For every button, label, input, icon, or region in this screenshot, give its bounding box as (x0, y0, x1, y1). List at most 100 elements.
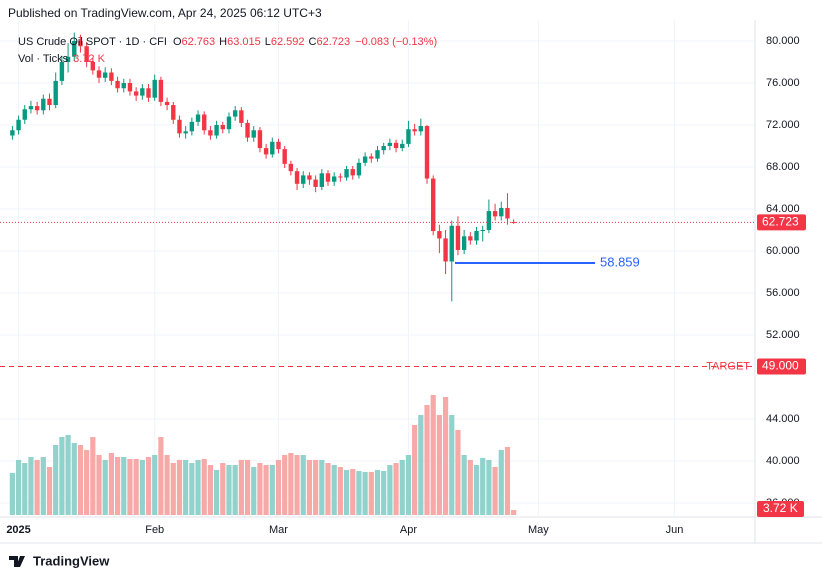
candle-body (226, 116, 232, 130)
candle-body (499, 207, 504, 217)
volume-bar (300, 455, 306, 515)
volume-bar (77, 445, 84, 515)
volume-bar (213, 469, 220, 515)
candle-body (424, 126, 430, 179)
candle-body (406, 129, 411, 144)
y-tick-label: 40.000 (766, 455, 800, 467)
volume-bar (207, 465, 214, 515)
volume-bar (356, 471, 362, 515)
volume-bar (430, 395, 436, 515)
candle-body (418, 126, 424, 132)
volume-bar (306, 459, 313, 515)
volume-bar (139, 459, 145, 515)
volume-bar (498, 449, 504, 515)
x-tick-label: May (528, 524, 549, 536)
volume-bar (331, 465, 337, 515)
x-tick-label: Apr (400, 524, 417, 536)
candle-body (103, 72, 108, 78)
candle-body (133, 91, 139, 96)
candle-body (350, 169, 355, 176)
volume-bar (15, 459, 22, 515)
candle-body (492, 211, 498, 217)
volume-bar (442, 397, 449, 515)
candle-body (282, 149, 287, 164)
target-label: 49.000 (762, 359, 799, 373)
candle-body (400, 143, 405, 149)
candle-body (387, 142, 393, 146)
volume-bar (189, 463, 195, 515)
volume-bar (164, 455, 170, 515)
ohlc-value: 62.592 (271, 36, 305, 48)
volume-bar (46, 467, 53, 515)
volume-bar (362, 471, 368, 515)
ohlc-value: 63.015 (227, 36, 261, 48)
candle-body (480, 230, 485, 232)
volume-bar (183, 459, 189, 515)
volume-bar (486, 459, 492, 515)
candle-body (140, 88, 145, 96)
volume-bar (343, 469, 350, 515)
volume-tag-label: 3.72 K (763, 501, 798, 515)
candle-body (195, 114, 201, 122)
candle-body (338, 176, 343, 178)
volume-bar (257, 463, 263, 515)
x-tick-label: Jun (666, 524, 684, 536)
candle-body (152, 79, 157, 98)
volume-bar (244, 459, 251, 515)
volume-bar (337, 467, 343, 515)
candle-body (121, 83, 126, 89)
candle-body (41, 98, 46, 111)
last-price-label: 62.723 (762, 215, 799, 229)
volume-bar (374, 469, 381, 515)
y-tick-label: 64.000 (766, 203, 800, 215)
volume-bar (319, 459, 325, 515)
x-tick-label: Mar (269, 524, 288, 536)
volume-bar (368, 471, 374, 515)
candle-body (449, 225, 454, 262)
volume-bar (504, 447, 511, 515)
volume-bar (313, 459, 319, 515)
candle-body (59, 62, 65, 81)
candle-body (239, 110, 244, 123)
candle-body (288, 163, 294, 172)
last-price-tag (757, 214, 806, 231)
candle-body (146, 88, 151, 98)
volume-bar (480, 457, 486, 515)
candle-body (47, 98, 52, 106)
candle-body (468, 236, 473, 241)
volume-bar (127, 459, 133, 515)
volume-bar (170, 463, 176, 515)
volume-bar (405, 455, 412, 515)
volume-name: Vol · Ticks (18, 53, 69, 65)
volume-bar (152, 455, 158, 515)
candle-body (381, 146, 386, 151)
volume-bar (424, 405, 430, 515)
volume-bar (263, 465, 269, 515)
volume-bar (350, 469, 356, 515)
candle-body (356, 162, 362, 176)
volume-bar (114, 457, 121, 515)
volume-bar (220, 463, 226, 515)
volume-bar (34, 459, 40, 515)
candle-body (16, 119, 21, 131)
volume-bar (275, 459, 282, 515)
volume-bar (40, 457, 46, 515)
volume-bar (288, 453, 294, 515)
candle-body (474, 231, 479, 241)
candle-body (294, 171, 300, 184)
candle-body (28, 106, 34, 110)
candle-body (412, 129, 417, 132)
candle-body (307, 175, 312, 180)
candle-body (257, 130, 263, 149)
candle-body (214, 125, 219, 136)
candle-body (245, 122, 250, 138)
brand-logo: TradingView (9, 553, 110, 568)
y-tick-label: 76.000 (766, 77, 800, 89)
volume-bar (59, 437, 65, 515)
volume-bar (53, 445, 59, 515)
volume-bar (158, 437, 164, 515)
candle-body (177, 119, 182, 134)
volume-bar (461, 455, 467, 515)
candle-body (202, 114, 207, 131)
candle-body (375, 150, 380, 159)
